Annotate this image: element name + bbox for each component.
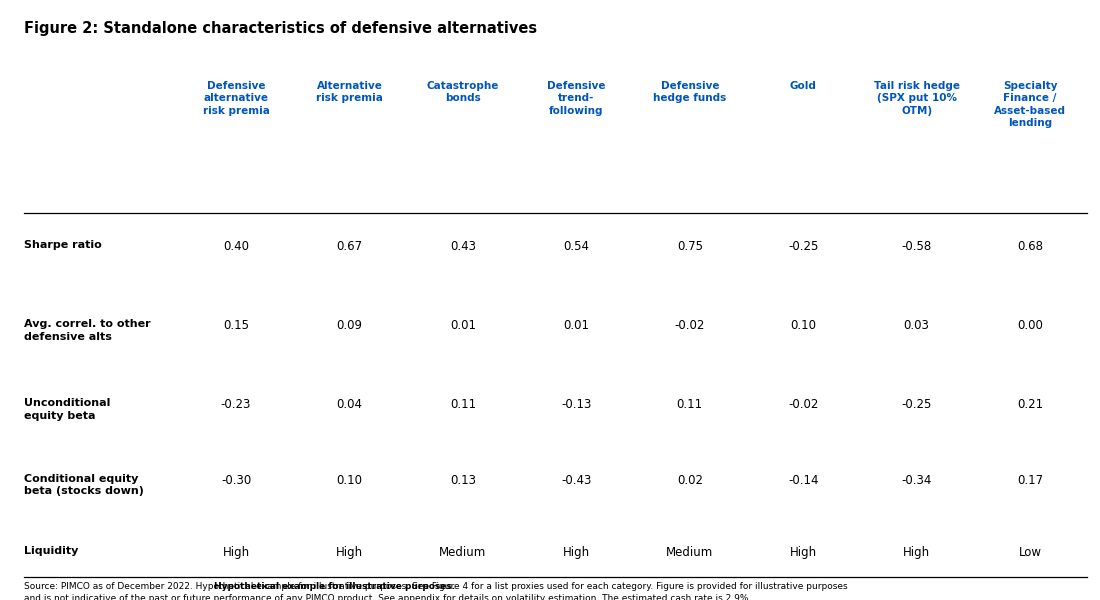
Text: 0.09: 0.09 xyxy=(337,319,363,332)
Text: Alternative
risk premia: Alternative risk premia xyxy=(316,81,383,103)
Text: 0.67: 0.67 xyxy=(337,240,363,253)
Text: Defensive
alternative
risk premia: Defensive alternative risk premia xyxy=(202,81,270,116)
Text: -0.25: -0.25 xyxy=(902,398,932,412)
Text: Low: Low xyxy=(1019,546,1042,559)
Text: Defensive
trend-
following: Defensive trend- following xyxy=(547,81,606,116)
Text: 0.15: 0.15 xyxy=(223,319,249,332)
Text: 0.10: 0.10 xyxy=(337,474,363,487)
Text: Medium: Medium xyxy=(439,546,486,559)
Text: 0.01: 0.01 xyxy=(450,319,476,332)
Text: Avg. correl. to other
defensive alts: Avg. correl. to other defensive alts xyxy=(24,319,151,341)
Text: 0.00: 0.00 xyxy=(1018,319,1043,332)
Text: High: High xyxy=(790,546,817,559)
Text: -0.43: -0.43 xyxy=(561,474,592,487)
Text: Catastrophe
bonds: Catastrophe bonds xyxy=(427,81,499,103)
Text: High: High xyxy=(563,546,590,559)
Text: 0.11: 0.11 xyxy=(676,398,703,412)
Text: 0.04: 0.04 xyxy=(337,398,363,412)
Text: 0.75: 0.75 xyxy=(676,240,703,253)
Text: Hypothetical example for illustrative purposes.: Hypothetical example for illustrative pu… xyxy=(213,582,455,591)
Text: Unconditional
equity beta: Unconditional equity beta xyxy=(24,398,111,421)
Text: Sharpe ratio: Sharpe ratio xyxy=(24,240,102,250)
Text: 0.68: 0.68 xyxy=(1018,240,1043,253)
Text: 0.03: 0.03 xyxy=(904,319,930,332)
Text: Figure 2: Standalone characteristics of defensive alternatives: Figure 2: Standalone characteristics of … xyxy=(24,21,537,36)
Text: -0.14: -0.14 xyxy=(788,474,818,487)
Text: 0.01: 0.01 xyxy=(563,319,590,332)
Text: Source: PIMCO as of December 2022. Hypothetical example for illustrative purpose: Source: PIMCO as of December 2022. Hypot… xyxy=(24,582,848,600)
Text: Liquidity: Liquidity xyxy=(24,546,78,556)
Text: -0.02: -0.02 xyxy=(788,398,818,412)
Text: -0.34: -0.34 xyxy=(902,474,932,487)
Text: 0.40: 0.40 xyxy=(223,240,249,253)
Text: -0.30: -0.30 xyxy=(221,474,251,487)
Text: -0.58: -0.58 xyxy=(902,240,932,253)
Text: 0.11: 0.11 xyxy=(450,398,476,412)
Text: 0.21: 0.21 xyxy=(1018,398,1043,412)
Text: Specialty
Finance /
Asset-based
lending: Specialty Finance / Asset-based lending xyxy=(994,81,1066,128)
Text: 0.43: 0.43 xyxy=(450,240,476,253)
Text: -0.23: -0.23 xyxy=(221,398,251,412)
Text: 0.17: 0.17 xyxy=(1018,474,1043,487)
Text: 0.02: 0.02 xyxy=(676,474,703,487)
Text: 0.13: 0.13 xyxy=(450,474,476,487)
Text: Gold: Gold xyxy=(790,81,816,91)
Text: High: High xyxy=(336,546,363,559)
Text: 0.10: 0.10 xyxy=(790,319,816,332)
Text: Conditional equity
beta (stocks down): Conditional equity beta (stocks down) xyxy=(24,474,144,496)
Text: Medium: Medium xyxy=(667,546,714,559)
Text: High: High xyxy=(903,546,931,559)
Text: -0.25: -0.25 xyxy=(788,240,818,253)
Text: High: High xyxy=(222,546,250,559)
Text: Defensive
hedge funds: Defensive hedge funds xyxy=(653,81,726,103)
Text: -0.02: -0.02 xyxy=(674,319,705,332)
Text: Tail risk hedge
(SPX put 10%
OTM): Tail risk hedge (SPX put 10% OTM) xyxy=(873,81,959,116)
Text: 0.54: 0.54 xyxy=(563,240,590,253)
Text: -0.13: -0.13 xyxy=(561,398,592,412)
